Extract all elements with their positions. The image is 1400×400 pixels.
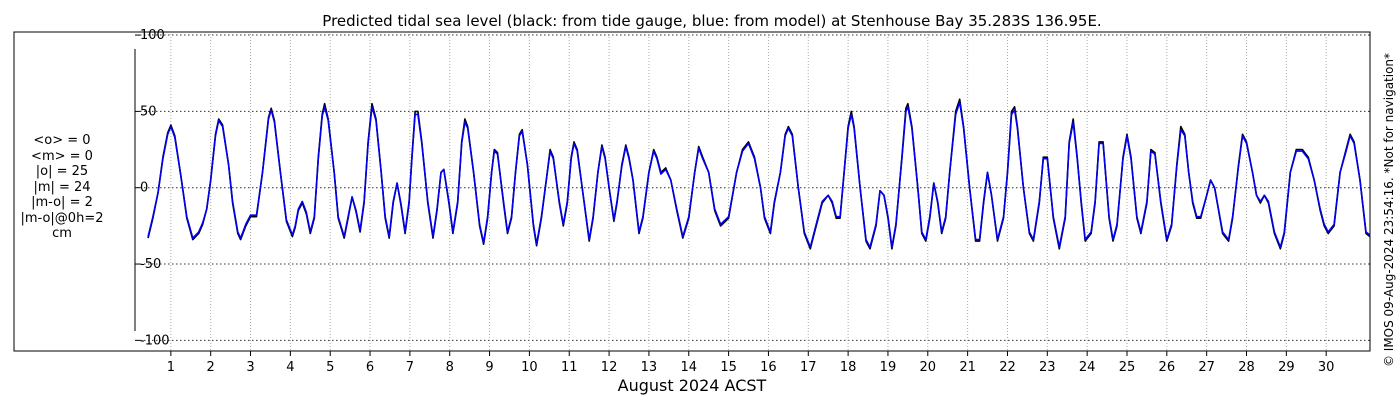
- stat-abs-model: |m| = 24: [33, 179, 91, 195]
- y-tick-label: 100: [140, 28, 165, 43]
- x-axis-label: August 2024 ACST: [618, 376, 767, 395]
- series-group: [147, 98, 1371, 250]
- stat-unit: cm: [52, 226, 72, 241]
- grid: [140, 34, 1370, 350]
- y-tick-label: 0: [140, 181, 148, 196]
- x-tick-label: 13: [641, 360, 658, 375]
- x-tick-label: 14: [680, 360, 697, 375]
- stat-mean-obs: <o> = 0: [33, 133, 91, 148]
- x-tick-label: 22: [999, 360, 1016, 375]
- x-tick-label: 1: [167, 360, 175, 375]
- x-axis: 1 2 3 4 5 6 7 8 9 10 11 12 13 14 15 16 17 18 19 20 21 22 23 24 2…: [167, 351, 1335, 375]
- y-axis: -100 -50 0 50 100: [135, 28, 170, 348]
- x-tick-label: 9: [485, 360, 493, 375]
- x-tick-label: 23: [1039, 360, 1056, 375]
- x-tick-label: 8: [446, 360, 454, 375]
- x-tick-label: 20: [920, 360, 937, 375]
- x-tick-label: 27: [1198, 360, 1215, 375]
- x-tick-label: 5: [326, 360, 334, 375]
- x-tick-label: 30: [1318, 360, 1335, 375]
- x-tick-label: 15: [720, 360, 737, 375]
- stat-abs-diff-0h: |m-o|@0h=2: [20, 210, 104, 226]
- stats-box: <o> = 0 <m> = 0 |o| = 25 |m| = 24 |m-o| …: [2, 133, 122, 242]
- x-tick-label: 16: [760, 360, 777, 375]
- x-tick-label: 10: [521, 360, 538, 375]
- x-tick-label: 29: [1278, 360, 1295, 375]
- x-tick-label: 18: [840, 360, 857, 375]
- x-tick-label: 12: [601, 360, 618, 375]
- y-tick-label: -50: [140, 257, 161, 272]
- stat-mean-model: <m> = 0: [31, 148, 93, 164]
- x-tick-label: 25: [1119, 360, 1136, 375]
- y-tick-label: 50: [140, 104, 157, 119]
- x-tick-label: 7: [406, 360, 414, 375]
- x-tick-label: 17: [800, 360, 817, 375]
- x-tick-label: 26: [1159, 360, 1176, 375]
- stat-abs-diff: |m-o| = 2: [31, 195, 93, 210]
- x-tick-label: 19: [880, 360, 897, 375]
- outer-frame: [13, 31, 1371, 352]
- series-line-gauge: [147, 98, 1371, 250]
- x-tick-label: 24: [1079, 360, 1096, 375]
- x-tick-label: 21: [959, 360, 976, 375]
- x-tick-label: 28: [1238, 360, 1255, 375]
- y-tick-label: -100: [140, 333, 170, 348]
- series-line-model: [147, 101, 1371, 248]
- x-tick-label: 2: [207, 360, 215, 375]
- x-tick-label: 11: [561, 360, 578, 375]
- x-tick-label: 4: [286, 360, 294, 375]
- side-note: © IMOS 09-Aug-2024 23:54:16. *Not for na…: [1382, 53, 1396, 367]
- stat-abs-obs: |o| = 25: [35, 164, 89, 179]
- x-tick-label: 3: [246, 360, 254, 375]
- x-tick-label: 6: [366, 360, 374, 375]
- chart-title: Predicted tidal sea level (black: from t…: [322, 12, 1101, 30]
